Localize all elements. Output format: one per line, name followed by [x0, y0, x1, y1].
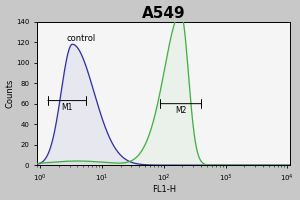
X-axis label: FL1-H: FL1-H: [152, 185, 176, 194]
Text: M2: M2: [175, 106, 186, 115]
Y-axis label: Counts: Counts: [6, 79, 15, 108]
Text: control: control: [66, 34, 95, 43]
Text: M1: M1: [61, 103, 72, 112]
Title: A549: A549: [142, 6, 185, 21]
